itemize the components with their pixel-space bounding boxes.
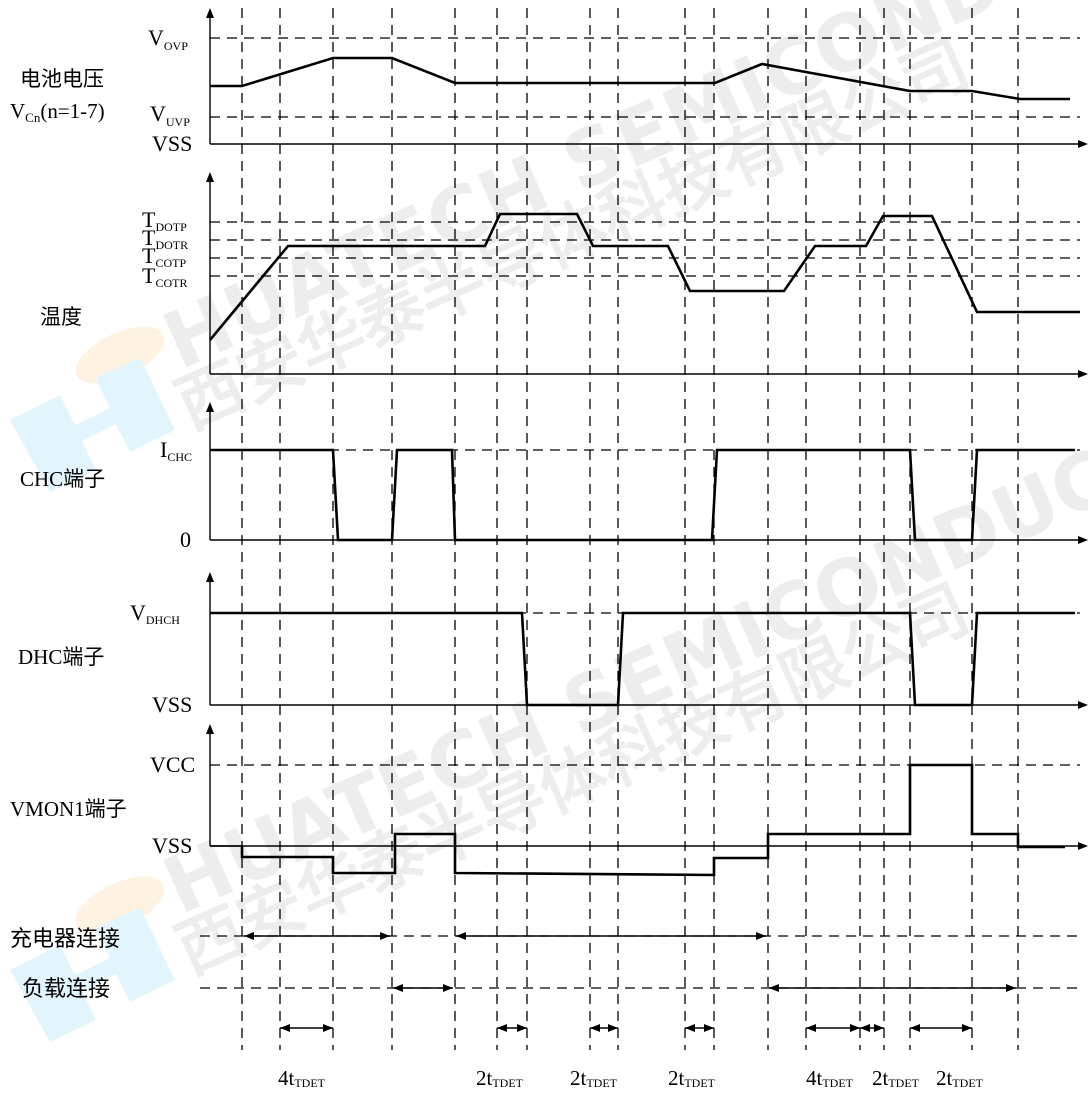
battery-title-cn: 电池电压	[20, 67, 104, 91]
duration-span	[280, 1024, 333, 1032]
temperature-title: 温度	[40, 305, 82, 329]
dhc-title: DHC端子	[18, 645, 104, 669]
duration-span	[590, 1024, 618, 1032]
level-vuvp: VUVP	[150, 101, 190, 129]
level-vovp: VOVP	[148, 25, 188, 53]
level-zero: 0	[180, 527, 191, 552]
duration-labels: 4tTDET 2tTDET 2tTDET 2tTDET 4tTDET 2tTDE…	[278, 1066, 984, 1090]
dhc-trace	[210, 611, 1075, 707]
duration-arrows	[280, 1024, 972, 1032]
level-tdotr: TDOTR	[142, 225, 188, 252]
duration-label: 2tTDET	[936, 1066, 984, 1090]
level-vss-battery: VSS	[152, 131, 192, 156]
temperature-trace	[208, 212, 1080, 341]
axis-labels: 电池电压 VCn(n=1-7) VOVP VUVP VSS 温度 TDOTP T…	[10, 25, 195, 1001]
charger-connected-span	[244, 932, 390, 940]
time-markers	[241, 8, 1019, 1050]
battery-title-sym: VCn(n=1-7)	[10, 99, 105, 125]
vmon1-title: VMON1端子	[10, 797, 127, 821]
level-vdhch: VDHCH	[130, 600, 180, 627]
duration-label: 2tTDET	[668, 1066, 716, 1090]
vmon1-trace	[240, 763, 1065, 877]
chc-trace	[210, 448, 1075, 542]
level-tdotp: TDOTP	[142, 207, 187, 234]
charger-connection-label: 充电器连接	[10, 926, 120, 951]
level-vss-dhc: VSS	[152, 692, 192, 717]
duration-label: 2tTDET	[476, 1066, 524, 1090]
level-ichc: ICHC	[160, 437, 192, 464]
load-connection-label: 负载连接	[22, 976, 110, 1001]
connection-arrows	[244, 932, 1016, 992]
level-tcotp: TCOTP	[142, 243, 186, 270]
level-tcotr: TCOTR	[142, 263, 187, 290]
watermark-logo	[10, 326, 175, 1042]
duration-label: 4tTDET	[806, 1066, 854, 1090]
watermark-cn-2: 西安华泰半导体科技有限公司	[165, 570, 980, 989]
charger-connected-span	[456, 932, 766, 940]
duration-span	[910, 1024, 972, 1032]
load-connected-span	[393, 984, 453, 992]
duration-label: 4tTDET	[278, 1066, 326, 1090]
duration-span	[497, 1024, 527, 1032]
chc-title: CHC端子	[20, 467, 105, 491]
level-vss-vmon1: VSS	[152, 833, 192, 858]
duration-span	[806, 1024, 860, 1032]
level-vcc: VCC	[150, 752, 195, 777]
duration-span	[685, 1024, 714, 1032]
watermark: HUATECH SEMICONDUCTOR INC 西安华泰半导体科技有限公司 …	[10, 0, 1088, 1042]
battery-voltage-trace	[210, 56, 1070, 101]
duration-label: 2tTDET	[872, 1066, 920, 1090]
duration-span	[860, 1024, 884, 1032]
load-connected-span	[769, 984, 1016, 992]
duration-label: 2tTDET	[570, 1066, 618, 1090]
watermark-cn-1: 西安华泰半导体科技有限公司	[165, 25, 980, 444]
waveforms	[208, 56, 1080, 877]
